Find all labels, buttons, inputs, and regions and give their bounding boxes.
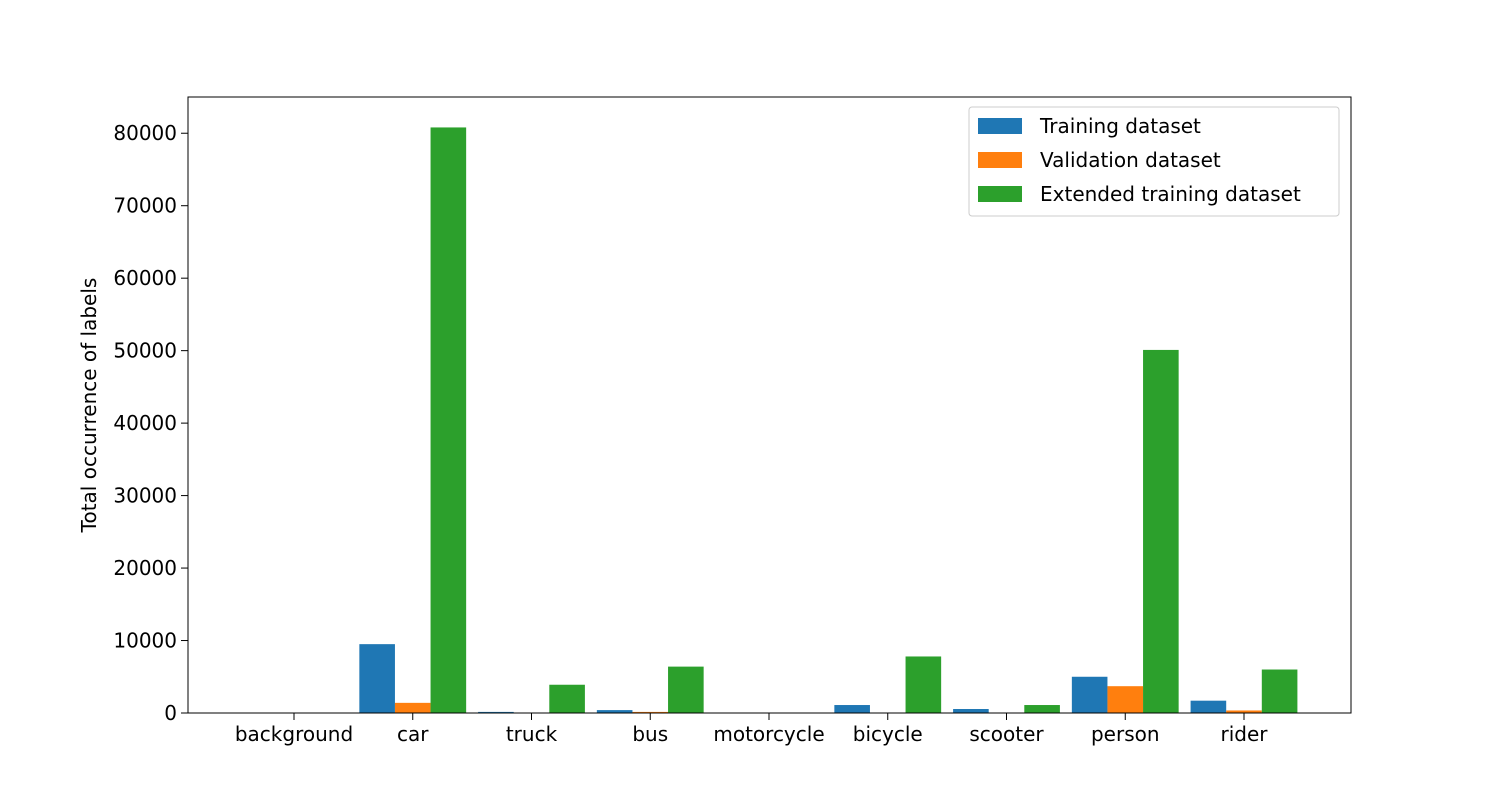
legend-swatch-series-3 [978, 186, 1022, 202]
y-tick-label: 70000 [113, 194, 177, 218]
y-axis: 0 10000 20000 30000 40000 50000 60000 70000 8000… [113, 121, 188, 725]
bar-bicycle-series-1 [834, 705, 870, 713]
x-tick-label: truck [506, 722, 558, 746]
bar-car-series-3 [430, 127, 467, 713]
y-tick-label: 20000 [113, 556, 177, 580]
bar-rider-series-1 [1190, 700, 1227, 713]
legend-label-series-3: Extended training dataset [1040, 182, 1301, 206]
legend-swatch-series-2 [978, 152, 1022, 168]
y-tick-label: 80000 [113, 121, 177, 145]
bar-bus-series-2 [632, 711, 669, 713]
bar-bus-series-1 [596, 710, 633, 713]
y-tick-label: 10000 [113, 629, 177, 653]
bar-person-series-1 [1071, 676, 1108, 713]
legend-label-series-1: Training dataset [1039, 114, 1201, 138]
y-tick-label: 30000 [113, 484, 177, 508]
bar-scooter-series-3 [1024, 705, 1060, 713]
y-tick-label: 60000 [113, 266, 177, 290]
x-tick-label: motorcycle [713, 722, 824, 746]
x-tick-label: person [1091, 722, 1160, 746]
y-axis-label: Total occurrence of labels [77, 278, 101, 534]
bar-truck-series-3 [549, 684, 585, 713]
bar-truck-series-1 [478, 711, 514, 713]
x-tick-label: bicycle [853, 722, 923, 746]
bar-scooter-series-1 [953, 709, 989, 713]
bar-bicycle-series-3 [905, 656, 942, 713]
x-tick-label: background [235, 722, 353, 746]
legend-swatch-series-1 [978, 118, 1022, 134]
y-tick-label: 40000 [113, 411, 177, 435]
legend-box [968, 106, 1340, 217]
legend-label-series-2: Validation dataset [1040, 148, 1221, 172]
bar-person-series-2 [1107, 686, 1144, 713]
bar-person-series-3 [1143, 349, 1179, 713]
x-tick-label: scooter [969, 722, 1044, 746]
bar-rider-series-2 [1226, 710, 1262, 713]
bars-layer [359, 127, 1298, 713]
bar-bus-series-3 [668, 666, 704, 713]
x-tick-label: car [397, 722, 429, 746]
bar-car-series-2 [394, 702, 431, 713]
bar-car-series-1 [359, 644, 395, 713]
x-tick-label: bus [632, 722, 668, 746]
y-tick-label: 50000 [113, 339, 177, 363]
bar-rider-series-3 [1261, 669, 1298, 713]
y-tick-label: 0 [164, 701, 177, 725]
x-tick-label: rider [1220, 722, 1268, 746]
x-axis: background car truck bus motorcycle bicycle sc… [235, 713, 1268, 746]
legend: Training dataset Validation dataset Extend… [968, 106, 1340, 217]
